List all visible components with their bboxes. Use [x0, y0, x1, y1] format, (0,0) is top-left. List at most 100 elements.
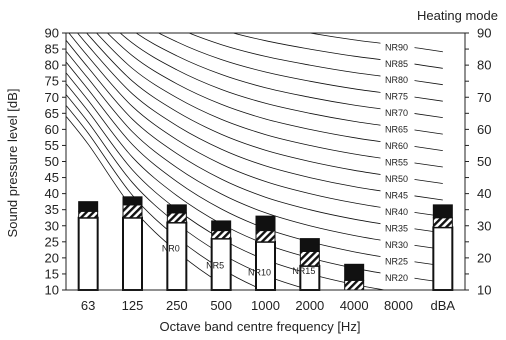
y-tick-label-left: 75	[45, 74, 59, 89]
nr-curve	[66, 72, 443, 283]
nr-curve	[66, 93, 312, 290]
bar-top-segment	[166, 204, 187, 214]
x-tick-label: 8000	[384, 298, 413, 313]
bar-top-segment	[432, 204, 453, 219]
y-tick-label-left: 45	[45, 170, 59, 185]
nr-label: NR80	[385, 75, 408, 85]
nr-label: NR45	[385, 190, 408, 200]
bar-hatched-segment	[299, 250, 320, 267]
nr-label-bg	[380, 173, 415, 184]
bar-base-segment	[432, 226, 454, 291]
bar-base-segment	[255, 240, 276, 291]
x-tick-label: 1000	[251, 298, 280, 313]
y-tick-label-right: 20	[477, 250, 491, 265]
nr-curve	[96, 33, 443, 168]
y-tick-label-right: 40	[477, 186, 491, 201]
y-tick-label-right: 10	[477, 283, 491, 298]
nr-labels: NR0 NR5 NR10 NR15 NR20 NR25 NR30 NR35 NR40 NR45 NR…	[162, 41, 415, 283]
bar-hatched-segment	[432, 217, 453, 228]
nr-label: NR65	[385, 125, 408, 135]
y-tick-label-right: 50	[477, 154, 491, 169]
y-tick-label-left: 50	[45, 154, 59, 169]
x-tick-label: 500	[210, 298, 232, 313]
nr-label: NR35	[385, 223, 408, 233]
bar-top-segment	[211, 220, 232, 232]
nr-label: NR25	[385, 256, 408, 266]
y-tick-label-left: 65	[45, 106, 59, 121]
x-axis: 63 125 250 500 1000 2000 4000 8000 dBA	[81, 298, 456, 313]
nr-curve	[77, 33, 443, 201]
nr-label: NR0	[162, 243, 180, 253]
y-axis-right: 10 20 30 40 50 60 70 80 90	[465, 26, 491, 298]
nr-curves	[66, 33, 443, 290]
nr-curve	[119, 33, 443, 135]
x-tick-label: 125	[122, 298, 144, 313]
y-tick-label-left: 90	[45, 26, 59, 41]
nr-label-bg	[380, 123, 415, 134]
y-tick-label-left: 80	[45, 58, 59, 73]
bar-top-segment	[344, 263, 365, 281]
y-tick-label-right: 90	[477, 26, 491, 41]
nr-curve	[307, 33, 443, 53]
bar-hatched-segment	[344, 279, 365, 291]
x-tick-label: dBA	[431, 298, 456, 313]
nr-curve	[68, 33, 443, 217]
y-tick-label-left: 20	[45, 250, 59, 265]
nr-label: NR40	[385, 207, 408, 217]
nr-label-bg	[380, 90, 415, 101]
nr-label-bg	[380, 205, 415, 216]
x-tick-label: 4000	[340, 298, 369, 313]
nr-label-bg	[380, 140, 415, 151]
x-axis-label: Octave band centre frequency [Hz]	[160, 319, 361, 334]
bar-base-segment	[166, 221, 188, 292]
x-tick-label: 63	[81, 298, 95, 313]
nr-label: NR20	[385, 273, 408, 283]
nr-label-bg	[380, 57, 415, 68]
nr-label: NR70	[385, 108, 408, 118]
y-tick-label-left: 10	[45, 283, 59, 298]
y-tick-label-left: 85	[45, 42, 59, 57]
y-tick-label-right: 80	[477, 58, 491, 73]
y-tick-label-left: 60	[45, 122, 59, 137]
nr-label-bg	[380, 107, 415, 118]
y-tick-label-left: 40	[45, 186, 59, 201]
bar-hatched-segment	[211, 230, 232, 240]
nr-curve	[187, 33, 443, 86]
nr-curve	[66, 104, 264, 290]
y-tick-label-left: 15	[45, 266, 59, 281]
nr-label: NR60	[385, 141, 408, 151]
y-tick-label-right: 30	[477, 218, 491, 233]
nr-label: NR30	[385, 240, 408, 250]
nr-label: NR55	[385, 158, 408, 168]
bars	[77, 196, 454, 292]
nr-label-bg	[380, 255, 415, 266]
nr-curve	[135, 33, 443, 118]
nr-label: NR75	[385, 92, 408, 102]
y-axis-label: Sound pressure level [dB]	[5, 89, 20, 238]
x-tick-label: 2000	[295, 298, 324, 313]
bar-hatched-segment	[166, 212, 187, 224]
bar-hatched-segment	[255, 230, 276, 243]
bar-top-segment	[122, 196, 143, 206]
nr-label-bg	[380, 238, 415, 249]
nr-curve	[106, 33, 443, 151]
bar-top-segment	[299, 238, 320, 252]
nr-label-bg	[380, 222, 415, 233]
nr-curve	[231, 33, 443, 69]
nr-curve	[66, 61, 443, 267]
y-tick-label-right: 70	[477, 90, 491, 105]
nr-label: NR50	[385, 174, 408, 184]
y-tick-label-left: 70	[45, 90, 59, 105]
nr-label: NR10	[248, 267, 271, 277]
y-tick-label-left: 55	[45, 138, 59, 153]
y-tick-label-right: 60	[477, 122, 491, 137]
nr-label-bg	[380, 156, 415, 167]
chart-title: Heating mode	[417, 8, 498, 23]
nr-curve	[66, 50, 443, 250]
nr-curve	[66, 39, 443, 234]
nr-label-bg	[380, 271, 415, 282]
nr-curve	[66, 83, 387, 290]
nr-curve	[66, 115, 233, 290]
